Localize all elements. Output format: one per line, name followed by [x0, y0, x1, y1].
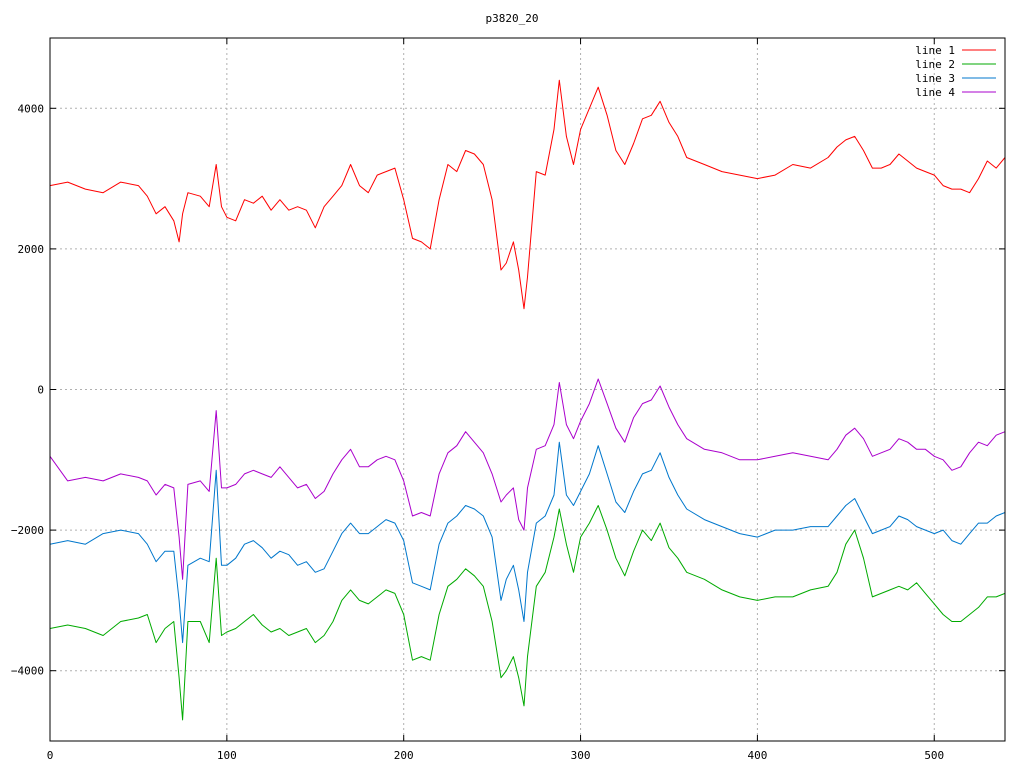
legend-label: line 3 — [915, 72, 955, 85]
legend-label: line 4 — [915, 86, 955, 99]
series-line-2 — [49, 505, 1006, 721]
x-tick-label: 200 — [394, 749, 414, 762]
axis-ticks: 0 100 200 300 400 500 −4000 −2000 0 2000 4000 — [11, 38, 1005, 762]
x-tick-label: 300 — [571, 749, 591, 762]
grid — [50, 38, 1005, 741]
series-lines — [49, 79, 1006, 721]
series-line-1 — [49, 79, 1006, 310]
legend-label: line 2 — [915, 58, 955, 71]
legend-label: line 1 — [915, 44, 955, 57]
chart-title: p3820_20 — [486, 12, 539, 25]
y-tick-label: 2000 — [18, 243, 45, 256]
series-line-3 — [49, 441, 1006, 644]
y-tick-label: −2000 — [11, 524, 44, 537]
x-tick-label: 500 — [924, 749, 944, 762]
y-tick-label: 4000 — [18, 102, 45, 115]
y-tick-label: 0 — [37, 384, 44, 397]
x-tick-label: 100 — [217, 749, 237, 762]
x-tick-label: 400 — [747, 749, 767, 762]
y-tick-label: −4000 — [11, 665, 44, 678]
series-line-4 — [49, 378, 1006, 580]
x-tick-label: 0 — [47, 749, 54, 762]
